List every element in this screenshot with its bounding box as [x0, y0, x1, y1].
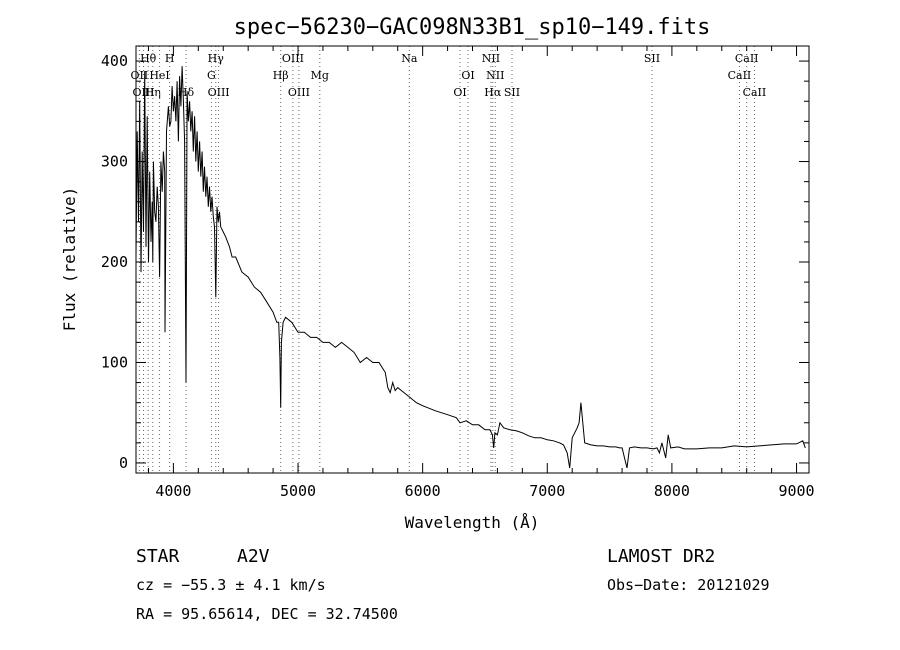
spectral-line-label: CaII [743, 86, 767, 99]
chart-title: spec−56230−GAC098N33B1_sp10−149.fits [234, 15, 711, 40]
y-tick-label: 100 [101, 353, 128, 371]
spectral-line-label: OI [453, 86, 466, 99]
axis-ticks: 4000 5000 6000 7000 8000 9000 0 100 200 300 400 [101, 46, 815, 500]
x-tick-label: 9000 [778, 482, 814, 500]
spectral-line-label: OIII [208, 86, 230, 99]
spectral-line-label: HeI [149, 69, 169, 82]
spectral-line-label: G [207, 69, 216, 82]
spectral-line-label: SII [644, 52, 660, 65]
spectral-line-label: NII [482, 52, 500, 65]
spectral-line-label: NII [486, 69, 504, 82]
spectral-line-label: OIII [288, 86, 310, 99]
object-class: STAR [136, 546, 180, 567]
spectral-line-label: Mg [311, 69, 329, 82]
redshift-text: cz = −55.3 ± 4.1 km/s [136, 576, 326, 594]
x-tick-label: 5000 [280, 482, 316, 500]
spectral-line-label: H [165, 52, 175, 65]
spectral-line-label: Hβ [273, 69, 289, 82]
survey-name: LAMOST DR2 [607, 546, 715, 567]
spectral-line-label: Hθ [140, 52, 157, 65]
flux-line [135, 66, 806, 469]
x-tick-label: 6000 [405, 482, 441, 500]
spectral-line-label: CaII [728, 69, 752, 82]
spectral-line-label: Hη [145, 86, 161, 99]
y-tick-label: 400 [101, 52, 128, 70]
spectral-line-label: SII [504, 86, 520, 99]
x-tick-label: 8000 [654, 482, 690, 500]
y-tick-label: 0 [119, 454, 128, 472]
coordinates-text: RA = 95.65614, DEC = 32.74500 [136, 605, 398, 623]
x-tick-label: 4000 [155, 482, 191, 500]
object-subclass: A2V [237, 546, 270, 567]
y-axis-label: Flux (relative) [60, 187, 79, 332]
y-tick-label: 200 [101, 253, 128, 271]
spectral-line-label: Na [401, 52, 418, 65]
spectral-line-label: OIII [282, 52, 304, 65]
x-axis-label: Wavelength (Å) [405, 513, 540, 532]
spectral-line-label: OII [131, 69, 149, 82]
observation-date: Obs−Date: 20121029 [607, 576, 770, 594]
spectral-line-label: Hδ [178, 86, 195, 99]
y-tick-label: 300 [101, 153, 128, 171]
spectral-line-label: OI [461, 69, 474, 82]
x-tick-label: 7000 [529, 482, 565, 500]
spectral-line-label: Hγ [208, 52, 225, 65]
spectral-line-label: OIII [132, 86, 154, 99]
spectral-line-label: Hα [484, 86, 502, 99]
spectral-line-label: CaII [735, 52, 759, 65]
flux-series [135, 66, 806, 469]
